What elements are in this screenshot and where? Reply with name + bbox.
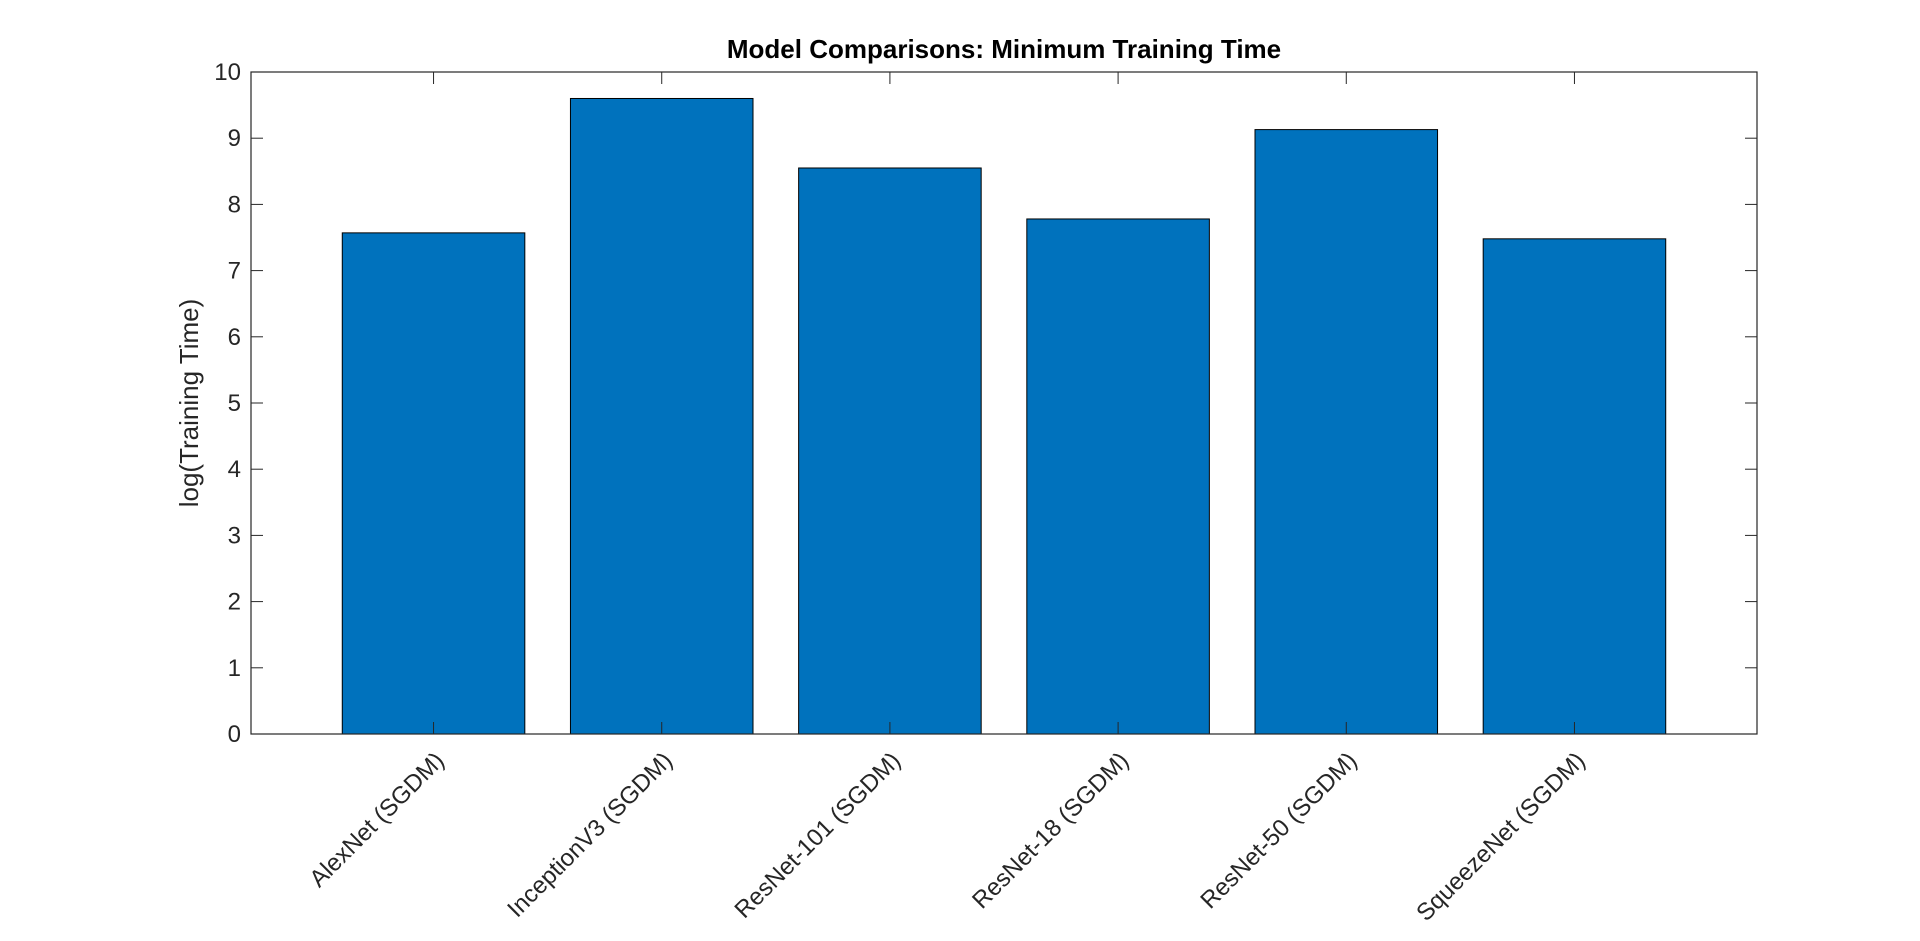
y-tick-label-2: 2 (228, 589, 241, 616)
bars-layer (341, 97, 1667, 735)
x-tick-label-3: ResNet-18 (SGDM) (967, 747, 1134, 914)
chart-title: Model Comparisons: Minimum Training Time (727, 34, 1281, 64)
y-tick-label-9: 9 (228, 125, 241, 152)
y-tick-label-3: 3 (228, 522, 241, 549)
bar-4 (1254, 129, 1439, 735)
x-tick-label-2: ResNet-101 (SGDM) (730, 747, 907, 924)
y-tick-label-4: 4 (228, 456, 241, 483)
bar-2 (798, 167, 982, 735)
x-tick-label-5: SqueezeNet (SGDM) (1411, 747, 1590, 926)
bar-0 (341, 232, 526, 735)
bar-5 (1482, 238, 1667, 735)
y-tick-label-6: 6 (228, 324, 241, 351)
x-tick-label-1: InceptionV3 (SGDM) (502, 747, 678, 923)
y-axis-label: log(Training Time) (174, 299, 204, 508)
x-tick-label-4: ResNet-50 (SGDM) (1195, 747, 1362, 914)
y-tick-label-8: 8 (228, 191, 241, 218)
y-tick-label-1: 1 (228, 655, 241, 682)
y-tick-label-0: 0 (228, 721, 241, 748)
y-tick-label-10: 10 (214, 59, 241, 86)
bar-1 (569, 97, 754, 735)
y-tick-label-5: 5 (228, 390, 241, 417)
y-tick-label-7: 7 (228, 258, 241, 285)
bar-3 (1026, 218, 1210, 735)
ticks-layer (251, 71, 1757, 735)
x-tick-label-0: AlexNet (SGDM) (304, 747, 449, 892)
